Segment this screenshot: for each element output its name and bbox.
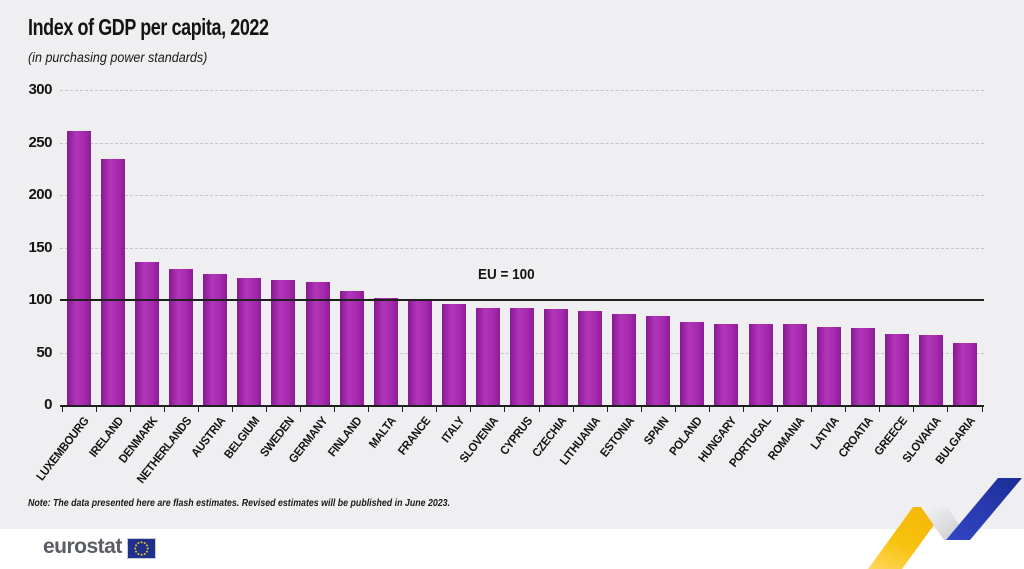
y-axis-tick-label: 50 [36, 343, 52, 361]
axis-tick [913, 407, 915, 412]
axis-tick [572, 407, 574, 412]
x-axis-label: LUXEMBOURG [33, 414, 93, 484]
axis-tick [197, 407, 199, 412]
axis-tick [95, 407, 97, 412]
bar-denmark [135, 262, 160, 405]
bar-lithuania [578, 310, 603, 405]
bar-ireland [101, 159, 126, 405]
y-axis-tick-label: 300 [28, 81, 52, 98]
bar-italy [441, 304, 466, 405]
x-axis-label: MALTA [365, 414, 399, 451]
y-axis-tick-label: 0 [44, 396, 52, 413]
footer-bar: eurostat [0, 529, 1024, 569]
footnote: Note: The data presented here are flash … [28, 497, 451, 509]
y-axis-tick-label: 150 [28, 238, 52, 256]
y-axis-tick-label: 200 [28, 186, 52, 203]
bar-hungary [714, 324, 739, 405]
eu-reference-label: EU = 100 [478, 266, 535, 283]
bar-estonia [612, 313, 637, 405]
bar-germany [305, 282, 330, 405]
axis-tick [640, 407, 642, 412]
bar-greece [884, 333, 909, 405]
x-axis-label: SPAIN [640, 414, 672, 448]
y-axis-tick-label: 100 [28, 291, 52, 308]
axis-tick [129, 407, 131, 412]
bar-finland [339, 290, 364, 405]
axis-tick [606, 407, 608, 412]
axis-tick [61, 407, 63, 412]
chart-subtitle: (in purchasing power standards) [28, 50, 208, 65]
bar-malta [373, 297, 398, 405]
eurostat-wordmark: eurostat [43, 535, 122, 558]
eu-flag-icon [126, 537, 156, 559]
bar-spain [646, 315, 671, 405]
gridline-200 [60, 195, 984, 196]
y-axis-tick-label: 250 [28, 133, 52, 151]
ribbon-blue-band [946, 478, 1022, 540]
axis-tick [470, 407, 472, 412]
axis-tick [436, 407, 438, 412]
chart-title: Index of GDP per capita, 2022 [28, 14, 269, 40]
bar-latvia [816, 327, 841, 405]
bar-bulgaria [952, 343, 977, 405]
axis-tick [947, 407, 949, 412]
bar-slovenia [475, 308, 500, 405]
bar-portugal [748, 324, 773, 405]
gridline-250 [60, 142, 984, 144]
bar-belgium [237, 277, 262, 405]
x-axis-label: CROATIA [835, 414, 876, 461]
bar-cyprus [510, 308, 534, 405]
bar-poland [680, 322, 705, 405]
axis-tick [231, 407, 233, 412]
x-axis-label: LATVIA [807, 414, 842, 453]
bar-chart-plot-area: EU = 100 0 50 100 150 200 250 300 LUXEMBOURG IRE… [28, 81, 984, 486]
axis-tick [674, 407, 676, 412]
axis-tick [845, 407, 847, 412]
x-axis-label: ITALY [438, 414, 467, 446]
axis-tick [538, 407, 540, 412]
axis-tick [708, 407, 710, 412]
axis-tick [811, 407, 813, 412]
axis-tick [504, 407, 506, 412]
axis-tick [981, 407, 983, 412]
bar-france [407, 298, 432, 405]
axis-tick [368, 407, 370, 412]
x-axis-line [60, 405, 984, 407]
bar-czechia [544, 309, 569, 405]
bar-austria [203, 273, 228, 405]
axis-tick [777, 407, 779, 412]
axis-tick [742, 407, 744, 412]
axis-tick [163, 407, 165, 412]
bar-romania [782, 324, 807, 405]
eurostat-logo: eurostat [43, 535, 156, 559]
bar-luxembourg [67, 130, 92, 405]
x-axis-label: ESTONIA [597, 414, 638, 460]
axis-tick [300, 407, 302, 412]
x-axis-label: FRANCE [394, 414, 433, 458]
axis-tick [879, 407, 881, 412]
ribbon-yellow-band [868, 507, 947, 569]
bar-netherlands [169, 268, 194, 405]
bar-slovakia [918, 334, 943, 405]
axis-tick [334, 407, 336, 412]
axis-tick [265, 407, 267, 412]
axis-tick [402, 407, 404, 412]
gridline-150 [60, 247, 984, 249]
bar-croatia [850, 328, 875, 405]
gridline-300 [60, 90, 984, 91]
ribbon-decoration [868, 478, 1022, 569]
x-axis-label: FINLAND [324, 414, 365, 460]
eu-reference-line [60, 299, 984, 301]
